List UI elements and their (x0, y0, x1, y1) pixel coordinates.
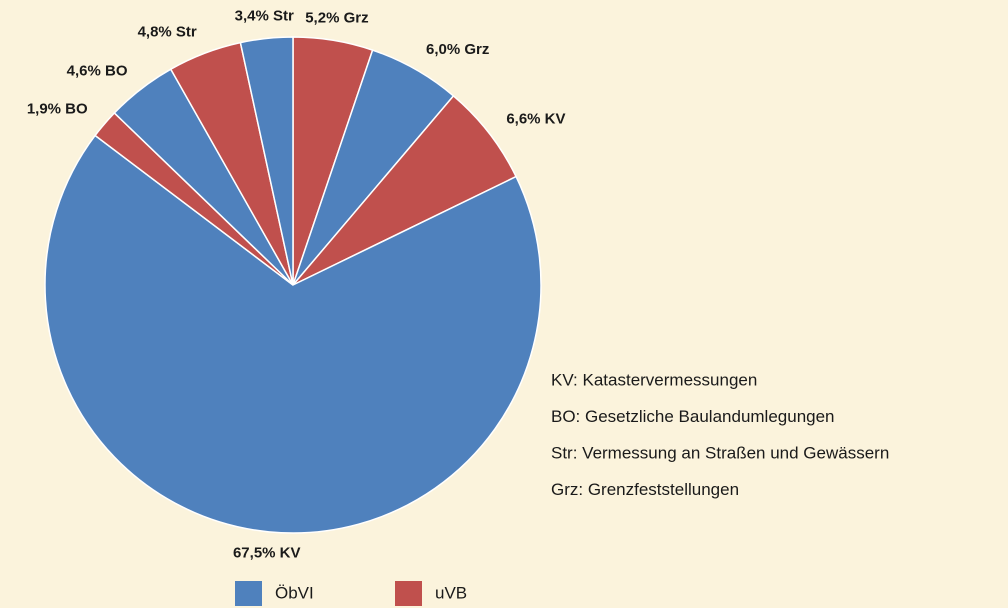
abbreviation-note: KV: Katastervermessungen (551, 370, 757, 389)
pie-slice (239, 36, 294, 286)
abbreviation-note: Str: Vermessung an Straßen und Gewässern (551, 443, 889, 462)
slice-label: 4,8% Str (138, 24, 197, 41)
abbreviation-note: Grz: Grenzfeststellungen (551, 480, 739, 499)
slice-label: 6,0% Grz (426, 41, 489, 58)
slice-label: 3,4% Str (235, 8, 294, 25)
legend-swatch (395, 581, 422, 606)
legend-label: ÖbVI (275, 583, 314, 602)
slice-label: 6,6% KV (506, 110, 565, 127)
slice-label: 1,9% BO (27, 101, 88, 118)
pie-slice (44, 134, 542, 534)
legend-swatch (235, 581, 262, 606)
slice-label: 5,2% Grz (305, 10, 368, 27)
slice-label: 67,5% KV (233, 545, 301, 562)
slice-label: 4,6% BO (67, 63, 128, 80)
abbreviation-note: BO: Gesetzliche Baulandumlegungen (551, 407, 835, 426)
legend-label: uVB (435, 583, 467, 602)
